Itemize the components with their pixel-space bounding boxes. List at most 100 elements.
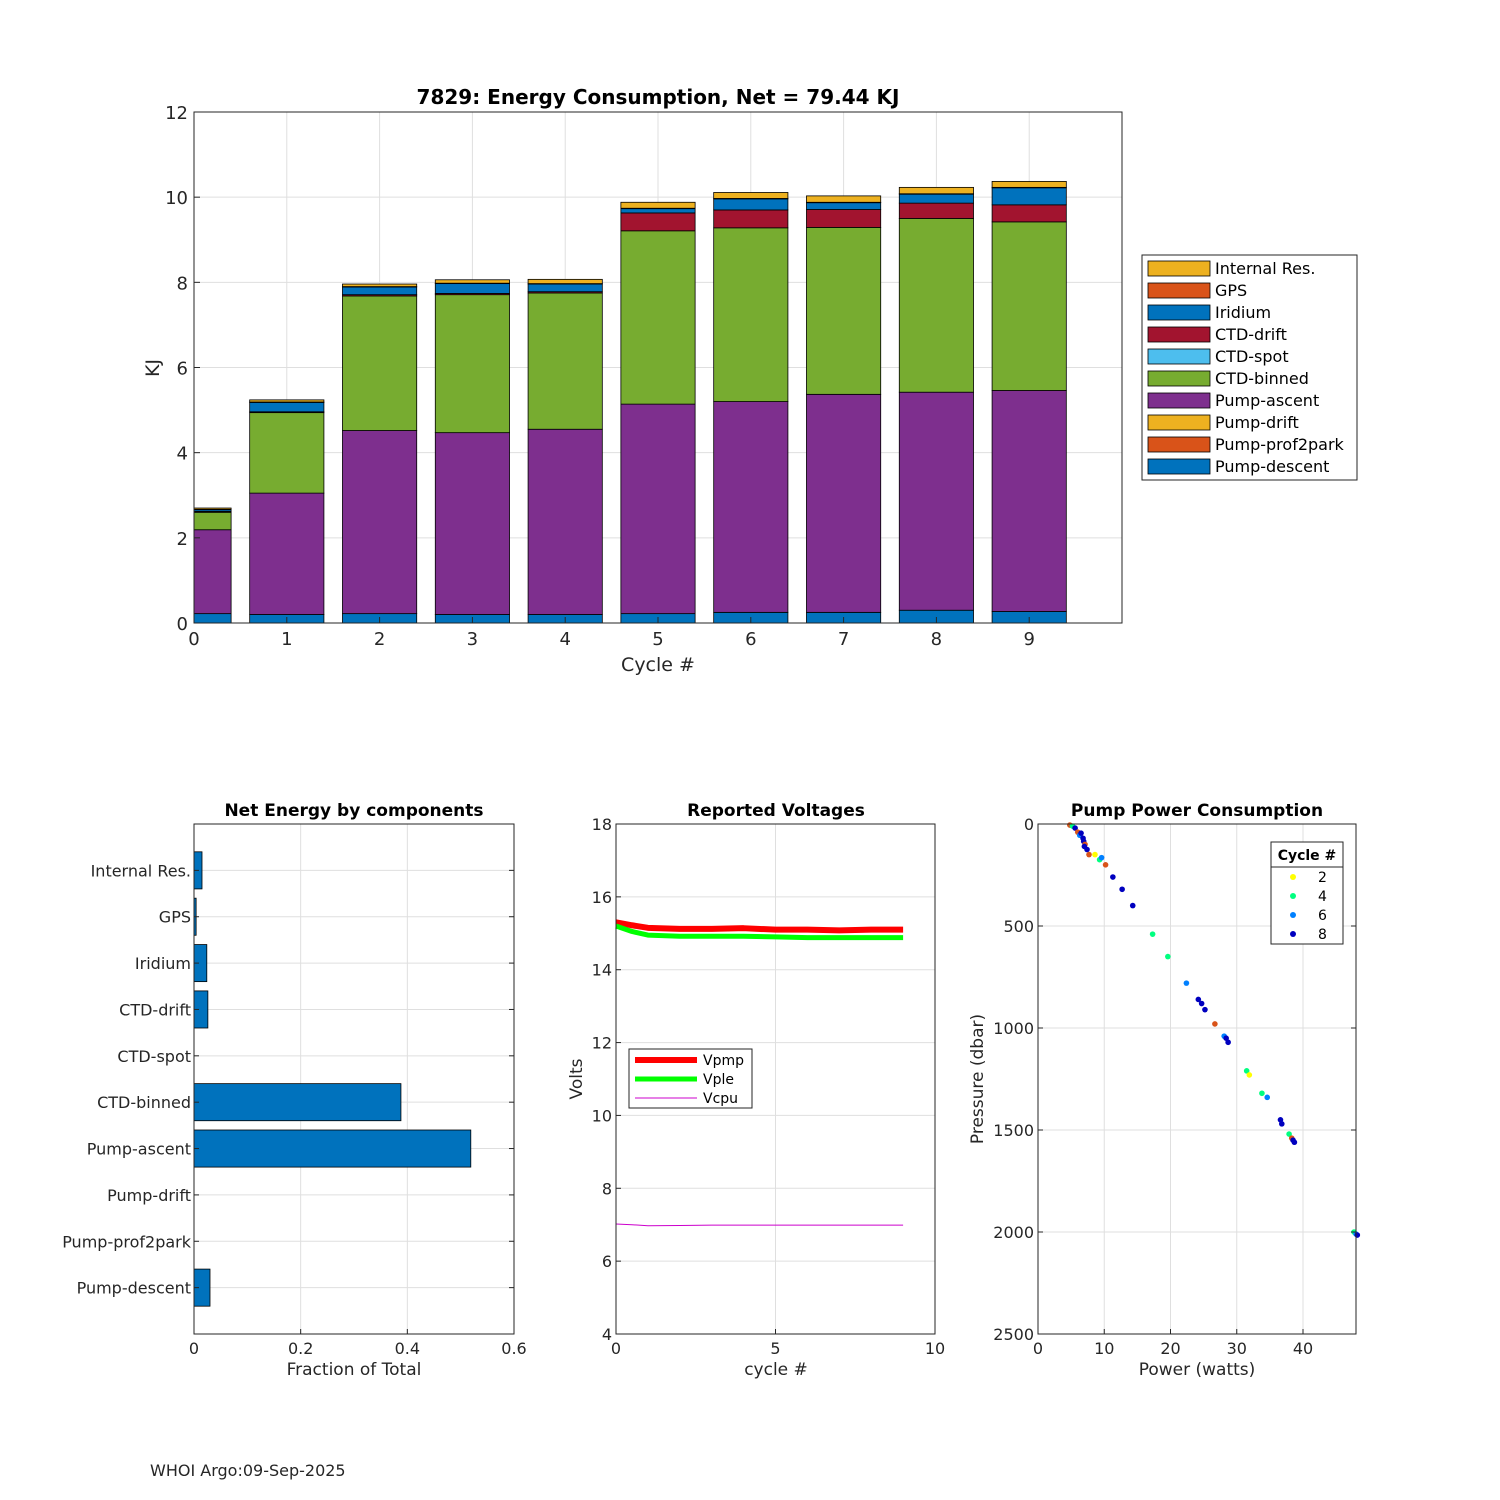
- components-ytick-label: CTD-spot: [117, 1047, 191, 1066]
- energy-legend-label: Pump-prof2park: [1215, 435, 1345, 454]
- energy-bar-internal-res-: [898, 186, 974, 195]
- energy-bar-internal-res-: [434, 279, 510, 284]
- energy-ytick-label: 6: [177, 359, 188, 380]
- pump-point: [1072, 825, 1078, 831]
- pump-point: [1195, 996, 1202, 1003]
- components-xtick-label: 0: [189, 1339, 199, 1358]
- energy-ytick-label: 8: [177, 273, 188, 294]
- energy-bar-internal-res-: [342, 283, 418, 287]
- pump-point: [1129, 902, 1136, 909]
- energy-bar-ctd-binned: [249, 412, 325, 494]
- pump-point: [1354, 1232, 1361, 1238]
- energy-legend-swatch: [1147, 458, 1211, 475]
- pump-xlabel: Power (watts): [1139, 1360, 1256, 1380]
- pump-legend-label: 6: [1318, 908, 1327, 924]
- energy-legend-label: CTD-spot: [1215, 347, 1289, 366]
- pump-point: [1086, 851, 1092, 858]
- energy-legend-label: CTD-drift: [1215, 325, 1287, 344]
- pump-point: [1264, 1094, 1271, 1101]
- energy-bar-ctd-binned: [193, 511, 232, 531]
- energy-xtick-label: 3: [467, 629, 478, 650]
- pump-ylabel: Pressure (dbar): [968, 1014, 988, 1144]
- components-ytick-label: Pump-ascent: [87, 1140, 191, 1159]
- pump-point: [1102, 862, 1109, 868]
- pump-ytick-label: 1500: [993, 1121, 1034, 1140]
- pump-ytick-label: 0: [1024, 815, 1034, 834]
- components-ytick-label: GPS: [159, 908, 191, 927]
- energy-ytick-label: 4: [177, 444, 188, 465]
- energy-bar-internal-res-: [193, 507, 232, 510]
- voltages-legend-label: Vcpu: [703, 1091, 738, 1107]
- energy-bar-iridium: [434, 283, 510, 294]
- components-chart: 0 0.2 0.4 0.6 Internal Res. GPS Iridium CTD-dr…: [62, 801, 527, 1380]
- energy-bar-internal-res-: [527, 278, 603, 285]
- pump-legend-title: Cycle #: [1278, 848, 1337, 864]
- energy-bar-iridium: [620, 208, 696, 214]
- pump-ytick-label: 1000: [993, 1019, 1034, 1038]
- pump-point: [1092, 851, 1098, 858]
- pump-xtick-label: 30: [1227, 1339, 1247, 1358]
- pump-legend-marker: [1290, 893, 1296, 899]
- energy-bar-ctd-drift: [898, 202, 974, 219]
- voltages-ytick-label: 10: [592, 1106, 612, 1125]
- energy-legend-swatch: [1147, 304, 1211, 321]
- energy-bar-internal-res-: [249, 399, 325, 403]
- voltages-xlabel: cycle #: [744, 1360, 808, 1380]
- energy-bar-ctd-binned: [898, 218, 974, 393]
- voltages-xtick-label: 5: [770, 1339, 780, 1358]
- energy-bar-iridium: [342, 286, 418, 296]
- components-ytick-label: Internal Res.: [91, 861, 191, 880]
- energy-xtick-label: 8: [931, 629, 942, 650]
- voltages-ytick-label: 12: [592, 1034, 612, 1053]
- energy-bar-pump-ascent: [898, 391, 974, 611]
- energy-legend-swatch: [1147, 282, 1211, 299]
- energy-bar-ctd-binned: [527, 292, 603, 430]
- energy-ytick-label: 10: [165, 188, 188, 209]
- pump-point: [1110, 874, 1116, 880]
- pump-point: [1098, 854, 1105, 861]
- components-ytick-label: Pump-prof2park: [62, 1232, 192, 1251]
- pump-point: [1243, 1068, 1250, 1074]
- pump-legend-label: 2: [1318, 870, 1327, 886]
- components-xlabel: Fraction of Total: [287, 1360, 422, 1380]
- energy-xtick-label: 2: [374, 629, 385, 650]
- components-ytick-label: CTD-drift: [119, 1000, 191, 1019]
- pump-point: [1198, 1000, 1205, 1007]
- pump-legend-marker: [1290, 931, 1296, 937]
- pump-point: [1212, 1021, 1218, 1027]
- pump-point: [1183, 980, 1190, 986]
- voltages-legend: Vpmp Vple Vcpu: [628, 1048, 753, 1109]
- energy-bar-internal-res-: [991, 181, 1067, 188]
- components-ytick-label: Pump-drift: [107, 1186, 191, 1205]
- voltages-line-vcpu: [615, 1223, 904, 1227]
- energy-legend-label: Pump-drift: [1215, 413, 1299, 432]
- energy-bar-ctd-drift: [806, 209, 882, 228]
- voltages-ytick-label: 4: [602, 1325, 612, 1344]
- pump-xtick-label: 40: [1293, 1339, 1313, 1358]
- energy-bar-pump-ascent: [249, 492, 325, 615]
- voltages-ytick-label: 6: [602, 1252, 612, 1271]
- energy-legend-label: Iridium: [1215, 303, 1271, 322]
- pump-ytick-label: 500: [1003, 917, 1034, 936]
- voltages-xtick-label: 10: [925, 1339, 945, 1358]
- energy-bar-pump-ascent: [620, 403, 696, 615]
- energy-xtick-label: 0: [188, 629, 199, 650]
- energy-xtick-label: 6: [745, 629, 756, 650]
- pump-point: [1279, 1121, 1285, 1127]
- energy-title: 7829: Energy Consumption, Net = 79.44 KJ: [417, 85, 900, 109]
- pump-ytick-label: 2500: [993, 1325, 1034, 1344]
- pump-point: [1165, 953, 1171, 960]
- voltages-chart: 0 5 10 4 6 8 10 12 14 16 18 Reported Voltages cyc…: [567, 801, 945, 1380]
- energy-xtick-label: 7: [838, 629, 849, 650]
- voltages-legend-label: Vpmp: [703, 1053, 744, 1069]
- energy-legend-swatch: [1147, 326, 1211, 343]
- pump-title: Pump Power Consumption: [1071, 801, 1323, 821]
- energy-bar-ctd-drift: [991, 204, 1067, 223]
- energy-xtick-label: 9: [1023, 629, 1034, 650]
- energy-bar-pump-descent: [193, 613, 232, 624]
- energy-legend-swatch: [1147, 348, 1211, 365]
- pump-point: [1149, 931, 1156, 937]
- energy-bar-iridium: [991, 187, 1067, 206]
- energy-bar-ctd-drift: [620, 212, 696, 232]
